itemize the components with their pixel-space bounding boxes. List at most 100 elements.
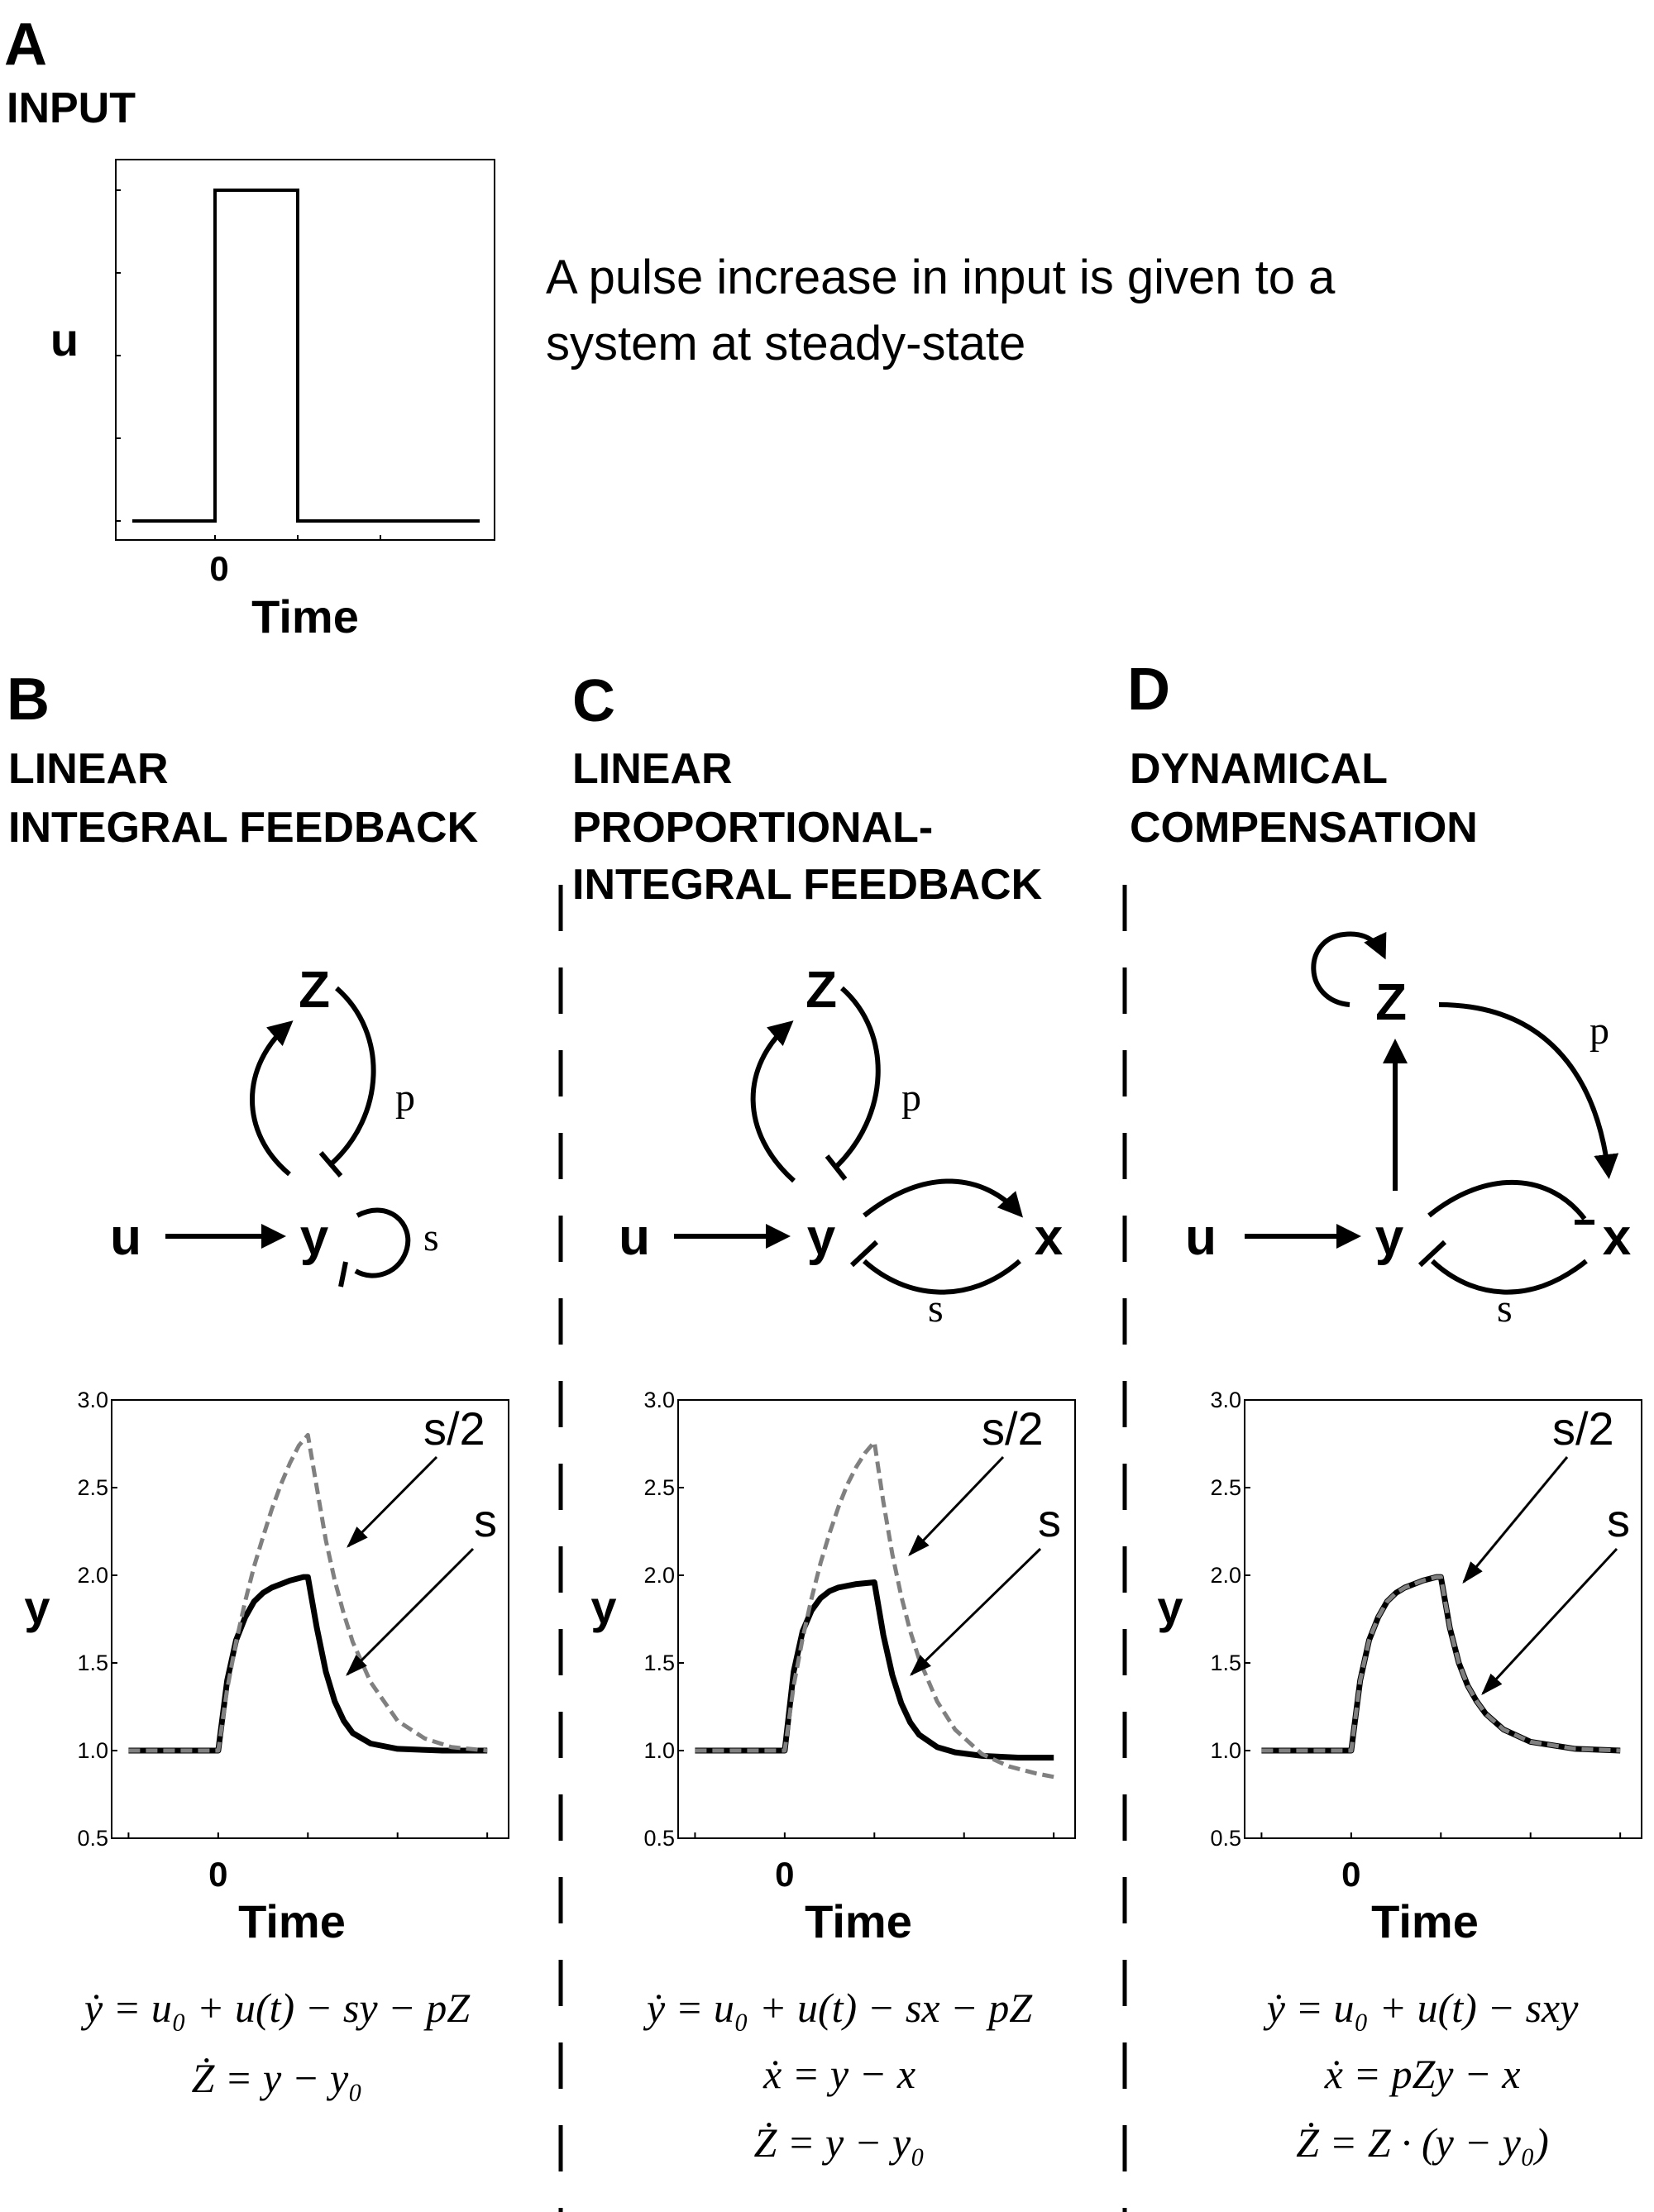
description-line-2: system at steady-state [546,317,1025,370]
y-axis-label: y [1157,1581,1183,1633]
b-node-z: Z [299,962,330,1019]
series-line-s-half [695,1440,1054,1780]
y-tick-label: 2.5 [643,1475,675,1500]
y-axis-label: y [24,1581,50,1633]
c-edge-z-inhibits-y [833,986,881,1170]
d-node-z: Z [1375,974,1407,1031]
panel-a-label: A [4,12,47,78]
b-equation-1: ẏ = u₀ + u(t) − sy − pZ [80,1985,471,2031]
input-x-axis-label: Time [251,590,359,643]
panel-b-title-line-1: LINEAR [8,745,169,793]
y-tick-label: 1.0 [77,1738,108,1763]
input-x-zero-label: 0 [209,549,228,588]
y-tick-label: 0.5 [643,1826,675,1851]
b-node-y: y [300,1209,329,1266]
annotation-s: s [474,1494,497,1546]
y-tick-label: 1.5 [77,1651,108,1675]
d-edge-label-s: s [1497,1287,1513,1331]
y-tick-label: 1.5 [643,1651,675,1675]
input-plot-frame [115,159,495,541]
y-tick-label: 3.0 [77,1388,108,1412]
d-self-activation-z-arrow [1311,931,1387,1007]
d-node-x: x [1603,1209,1632,1266]
b-edge-z-inhibits-y [329,986,376,1167]
c-equation-3: Ż = y − y₀ [753,2119,925,2166]
panel-c-label: C [572,668,615,734]
x-zero-label: 0 [775,1855,794,1894]
x-axis-label: Time [805,1895,912,1947]
c-inhibit-bar-p [825,1154,848,1181]
d-edge-y-to-x [1427,1180,1587,1221]
c-edge-label-s: s [928,1287,944,1331]
y-tick-label: 1.0 [643,1738,675,1763]
y-tick-label: 1.0 [1210,1738,1241,1763]
annotation-s-half: s/2 [423,1402,485,1455]
input-plot-series [132,189,480,523]
y-tick-label: 2.0 [77,1563,108,1588]
panel-c-response-plot: 0.5 1.0 1.5 2.0 2.5 3.0 0 Time y s/2 s [590,1388,1076,1947]
panel-d-response-plot: 0.5 1.0 1.5 2.0 2.5 3.0 0 Time y s/2 s [1157,1388,1642,1947]
x-zero-label: 0 [1341,1855,1360,1894]
annotation-s: s [1607,1494,1630,1546]
d-equation-2: ẋ = pZy − x [1324,2051,1521,2097]
y-tick-label: 0.5 [1210,1826,1241,1851]
y-tick-label: 2.5 [1210,1475,1241,1500]
annotation-arrow-s-half [908,1455,1005,1556]
y-tick-label: 3.0 [643,1388,675,1412]
series-line-s [695,1579,1054,1761]
annotation-arrow-s [910,1547,1042,1676]
annotation-s-half: s/2 [982,1402,1044,1455]
d-edge-x-inhibits-y [1430,1259,1588,1295]
c-node-z: Z [805,962,837,1019]
annotation-arrow-s [1481,1547,1618,1695]
plot-frame [677,1399,1076,1839]
annotation-s-half: s/2 [1552,1402,1614,1455]
d-inhibit-bar-s [1417,1240,1447,1268]
y-tick-label: 2.0 [643,1563,675,1588]
y-tick-label: 1.5 [1210,1651,1241,1675]
description-line-1: A pulse increase in input is given to a [546,251,1336,304]
panel-d-title-line-1: DYNAMICAL [1130,745,1388,793]
c-equation-1: ẏ = u₀ + u(t) − sx − pZ [643,1985,1033,2031]
plot-frame [1244,1399,1642,1839]
panel-b-response-plot: 0.5 1.0 1.5 2.0 2.5 3.0 0 Time y s/2 s [24,1388,509,1947]
y-tick-label: 2.0 [1210,1563,1241,1588]
c-node-y: y [807,1209,836,1266]
panel-c-title-line-1: LINEAR [572,745,733,793]
c-node-x: x [1035,1209,1064,1266]
c-edge-y-to-z-arrow [750,1020,796,1183]
b-edge-y-to-z-arrow [250,1020,294,1177]
y-tick-label: 3.0 [1210,1388,1241,1412]
input-y-axis-label: u [50,313,79,365]
input-plot-ticks [116,189,381,540]
panel-a-title: INPUT [7,84,136,132]
annotation-arrow-s-half [347,1455,438,1548]
x-axis-label: Time [1371,1895,1479,1947]
panel-d-title-line-2: COMPENSATION [1130,804,1478,852]
d-equation-1: ẏ = u₀ + u(t) − sxy [1263,1985,1580,2031]
panel-c-title-line-2: PROPORTIONAL- [572,804,933,852]
c-equation-2: ẋ = y − x [762,2051,915,2097]
series-line-s [128,1574,488,1754]
annotation-arrow-s-half [1462,1456,1569,1584]
x-zero-label: 0 [208,1855,227,1894]
panel-d-label: D [1127,657,1170,723]
c-edge-x-inhibits-y [862,1259,1021,1295]
series-line-s-half [128,1432,488,1753]
b-edge-label-p: p [395,1076,415,1120]
b-edge-label-s: s [423,1216,439,1259]
annotation-arrow-s [346,1547,475,1676]
b-inhibit-bar-p [318,1151,343,1178]
panel-b-network [165,986,411,1288]
d-edge-label-p: p [1589,1009,1609,1053]
plot-frame [111,1399,509,1839]
c-inhibit-bar-s [849,1240,879,1268]
d-node-y: y [1375,1209,1404,1266]
x-axis-label: Time [238,1895,346,1947]
d-edge-z-to-x-arrow [1438,1002,1619,1179]
panel-c-network [674,986,1024,1295]
b-self-inhibition-loop [354,1207,411,1278]
panel-b-title-line-2: INTEGRAL FEEDBACK [8,804,479,852]
panel-b-label: B [7,666,50,733]
